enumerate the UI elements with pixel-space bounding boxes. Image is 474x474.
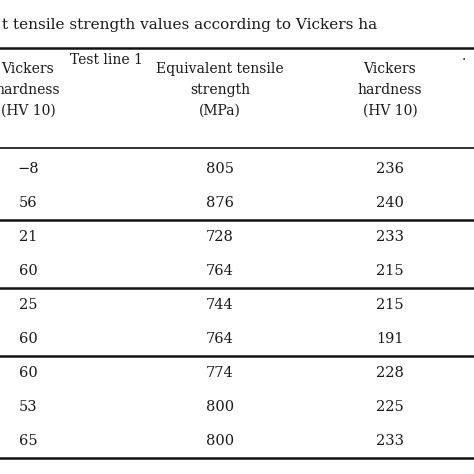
Text: 60: 60	[18, 366, 37, 380]
Text: 236: 236	[376, 162, 404, 176]
Text: −8: −8	[17, 162, 39, 176]
Text: 191: 191	[376, 332, 404, 346]
Text: Equivalent tensile: Equivalent tensile	[156, 62, 284, 76]
Text: (HV 10): (HV 10)	[0, 104, 55, 118]
Text: 805: 805	[206, 162, 234, 176]
Text: Vickers: Vickers	[364, 62, 416, 76]
Text: 56: 56	[18, 196, 37, 210]
Text: hardness: hardness	[0, 83, 60, 97]
Text: 764: 764	[206, 264, 234, 278]
Text: ·: ·	[462, 53, 466, 67]
Text: 876: 876	[206, 196, 234, 210]
Text: t tensile strength values according to Vickers ha: t tensile strength values according to V…	[2, 18, 377, 32]
Text: (HV 10): (HV 10)	[363, 104, 418, 118]
Text: 215: 215	[376, 298, 404, 312]
Text: 65: 65	[18, 434, 37, 448]
Text: 233: 233	[376, 230, 404, 244]
Text: 744: 744	[206, 298, 234, 312]
Text: 800: 800	[206, 400, 234, 414]
Text: 228: 228	[376, 366, 404, 380]
Text: 25: 25	[19, 298, 37, 312]
Text: hardness: hardness	[358, 83, 422, 97]
Text: 225: 225	[376, 400, 404, 414]
Text: 728: 728	[206, 230, 234, 244]
Text: Test line 1: Test line 1	[70, 53, 143, 67]
Text: 774: 774	[206, 366, 234, 380]
Text: 764: 764	[206, 332, 234, 346]
Text: 240: 240	[376, 196, 404, 210]
Text: 21: 21	[19, 230, 37, 244]
Text: 60: 60	[18, 264, 37, 278]
Text: 233: 233	[376, 434, 404, 448]
Text: 215: 215	[376, 264, 404, 278]
Text: 60: 60	[18, 332, 37, 346]
Text: (MPa): (MPa)	[199, 104, 241, 118]
Text: 800: 800	[206, 434, 234, 448]
Text: 53: 53	[18, 400, 37, 414]
Text: strength: strength	[190, 83, 250, 97]
Text: Vickers: Vickers	[1, 62, 55, 76]
